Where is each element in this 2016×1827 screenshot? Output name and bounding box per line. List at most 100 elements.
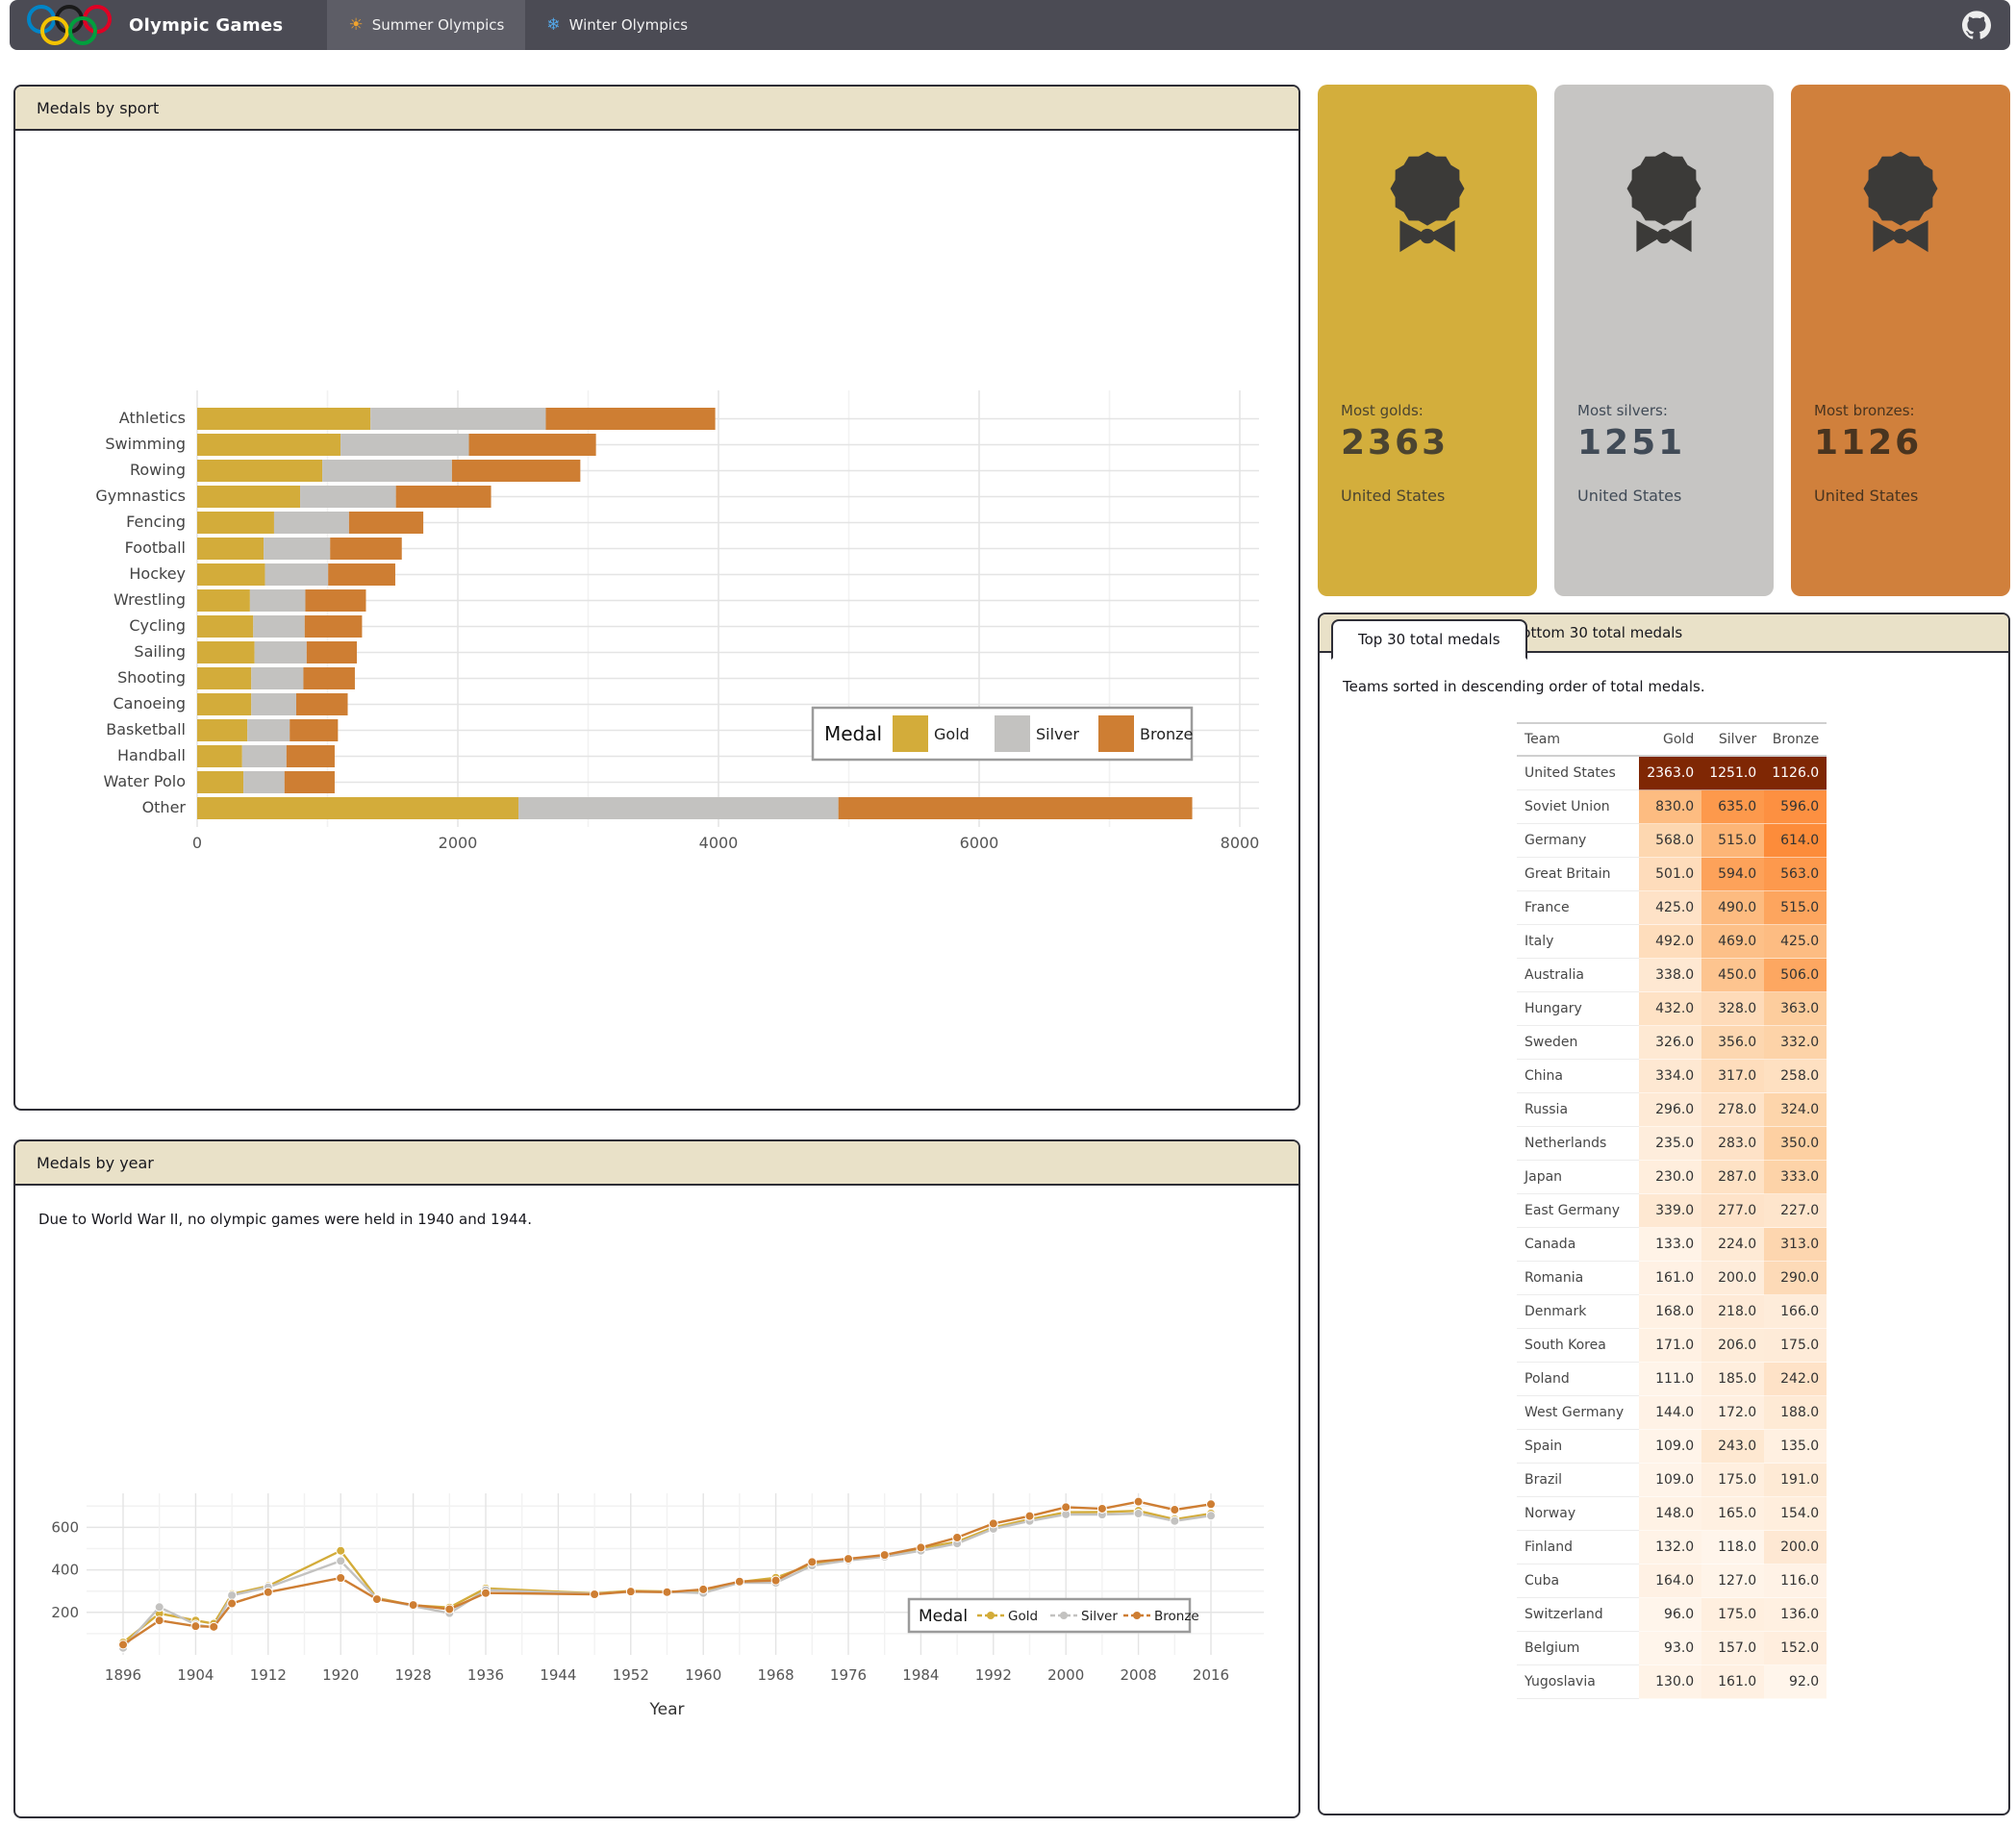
gold-cell: 96.0 [1639, 1597, 1702, 1632]
table-tabs-header: Top 30 total medals Bottom 30 total meda… [1320, 614, 2008, 660]
silver-cell: 185.0 [1701, 1362, 1765, 1396]
column-header-team: Team [1517, 722, 1640, 757]
gold-cell: 339.0 [1639, 1193, 1702, 1228]
silver-cell: 175.0 [1701, 1463, 1765, 1497]
table-row: United States 2363.0 1251.0 1126.0 [1517, 756, 1827, 790]
silver-card: Most silvers: 1251 United States [1554, 85, 1774, 596]
table-row: West Germany 144.0 172.0 188.0 [1517, 1395, 1827, 1430]
team-cell: Italy [1517, 924, 1640, 959]
bronze-cell: 116.0 [1764, 1564, 1827, 1598]
svg-text:Bronze: Bronze [1140, 725, 1193, 743]
bronze-cell: 136.0 [1764, 1597, 1827, 1632]
medal-rosette-icon [1611, 148, 1717, 273]
tab-bottom-30[interactable]: Bottom 30 total medals [1512, 624, 1683, 641]
gold-cell: 425.0 [1639, 890, 1702, 925]
column-header-bronze: Bronze [1764, 722, 1827, 757]
gold-cell: 326.0 [1639, 1025, 1702, 1060]
team-cell: Cuba [1517, 1564, 1640, 1598]
silver-cell: 490.0 [1701, 890, 1765, 925]
svg-text:200: 200 [51, 1604, 79, 1621]
bronze-cell: 425.0 [1764, 924, 1827, 959]
table-row: Hungary 432.0 328.0 363.0 [1517, 991, 1827, 1026]
bronze-cell: 596.0 [1764, 789, 1827, 824]
gold-cell: 168.0 [1639, 1294, 1702, 1329]
team-cell: East Germany [1517, 1193, 1640, 1228]
table-row: Great Britain 501.0 594.0 563.0 [1517, 857, 1827, 891]
svg-text:2016: 2016 [1193, 1666, 1229, 1684]
team-cell: South Korea [1517, 1328, 1640, 1363]
svg-text:Cycling: Cycling [129, 616, 186, 635]
table-row: Denmark 168.0 218.0 166.0 [1517, 1294, 1827, 1329]
gold-cell: 130.0 [1639, 1664, 1702, 1699]
svg-text:2000: 2000 [1047, 1666, 1084, 1684]
medals-by-year-panel: Medals by year Due to World War II, no o… [13, 1139, 1300, 1818]
svg-text:Other: Other [142, 798, 187, 816]
gold-card-label: Most golds: [1341, 402, 1424, 419]
medals-by-sport-title: Medals by sport [37, 98, 160, 117]
table-row: East Germany 339.0 277.0 227.0 [1517, 1193, 1827, 1228]
bronze-cell: 175.0 [1764, 1328, 1827, 1363]
gold-cell: 2363.0 [1639, 756, 1702, 790]
column-header-silver: Silver [1701, 722, 1765, 757]
gold-cell: 830.0 [1639, 789, 1702, 824]
team-cell: Netherlands [1517, 1126, 1640, 1161]
medal-rosette-icon [1848, 148, 1953, 273]
tab-summer-olympics[interactable]: ☀ Summer Olympics [327, 0, 526, 50]
bronze-cell: 227.0 [1764, 1193, 1827, 1228]
silver-cell: 469.0 [1701, 924, 1765, 959]
gold-cell: 501.0 [1639, 857, 1702, 891]
svg-text:2000: 2000 [439, 834, 478, 852]
silver-cell: 278.0 [1701, 1092, 1765, 1127]
github-icon[interactable] [1962, 11, 1991, 39]
svg-text:1920: 1920 [322, 1666, 359, 1684]
silver-cell: 594.0 [1701, 857, 1765, 891]
medals-by-year-header: Medals by year [15, 1141, 1298, 1186]
table-row: Finland 132.0 118.0 200.0 [1517, 1530, 1827, 1564]
bronze-card-value: 1126 [1814, 423, 1923, 463]
team-cell: Switzerland [1517, 1597, 1640, 1632]
svg-text:Bronze: Bronze [1154, 1609, 1199, 1624]
bronze-cell: 242.0 [1764, 1362, 1827, 1396]
bronze-cell: 506.0 [1764, 958, 1827, 992]
bronze-card-team: United States [1814, 487, 1919, 505]
medals-by-sport-header: Medals by sport [15, 87, 1298, 131]
svg-text:1992: 1992 [975, 1666, 1012, 1684]
svg-text:1944: 1944 [540, 1666, 576, 1684]
svg-text:8000: 8000 [1221, 834, 1260, 852]
svg-text:1904: 1904 [177, 1666, 214, 1684]
svg-text:Canoeing: Canoeing [113, 694, 187, 713]
table-row: Yugoslavia 130.0 161.0 92.0 [1517, 1664, 1827, 1699]
team-cell: China [1517, 1059, 1640, 1093]
bar-chart-legend: Medal Gold Silver Bronze [811, 706, 1193, 762]
bronze-cell: 135.0 [1764, 1429, 1827, 1464]
table-row: Netherlands 235.0 283.0 350.0 [1517, 1126, 1827, 1161]
gold-cell: 334.0 [1639, 1059, 1702, 1093]
bronze-cell: 191.0 [1764, 1463, 1827, 1497]
gold-cell: 133.0 [1639, 1227, 1702, 1262]
team-cell: Sweden [1517, 1025, 1640, 1060]
bronze-cell: 563.0 [1764, 857, 1827, 891]
tab-winter-olympics[interactable]: ❄ Winter Olympics [525, 0, 709, 50]
gold-cell: 161.0 [1639, 1261, 1702, 1295]
bronze-cell: 324.0 [1764, 1092, 1827, 1127]
olympic-rings-logo [27, 5, 112, 45]
team-cell: Germany [1517, 823, 1640, 858]
gold-cell: 132.0 [1639, 1530, 1702, 1564]
svg-text:0: 0 [192, 834, 202, 852]
gold-card: Most golds: 2363 United States [1318, 85, 1537, 596]
team-cell: Spain [1517, 1429, 1640, 1464]
table-row: Japan 230.0 287.0 333.0 [1517, 1160, 1827, 1194]
silver-cell: 175.0 [1701, 1597, 1765, 1632]
bronze-cell: 1126.0 [1764, 756, 1827, 790]
bronze-cell: 363.0 [1764, 991, 1827, 1026]
bronze-cell: 154.0 [1764, 1496, 1827, 1531]
silver-cell: 1251.0 [1701, 756, 1765, 790]
svg-text:Wrestling: Wrestling [113, 590, 186, 609]
tab-summer-label: Summer Olympics [371, 16, 505, 34]
gold-cell: 93.0 [1639, 1631, 1702, 1665]
svg-text:Medal: Medal [824, 722, 882, 745]
tab-top-30[interactable]: Top 30 total medals [1331, 619, 1527, 660]
svg-text:1960: 1960 [685, 1666, 721, 1684]
table-row: Romania 161.0 200.0 290.0 [1517, 1261, 1827, 1295]
gold-card-team: United States [1341, 487, 1446, 505]
